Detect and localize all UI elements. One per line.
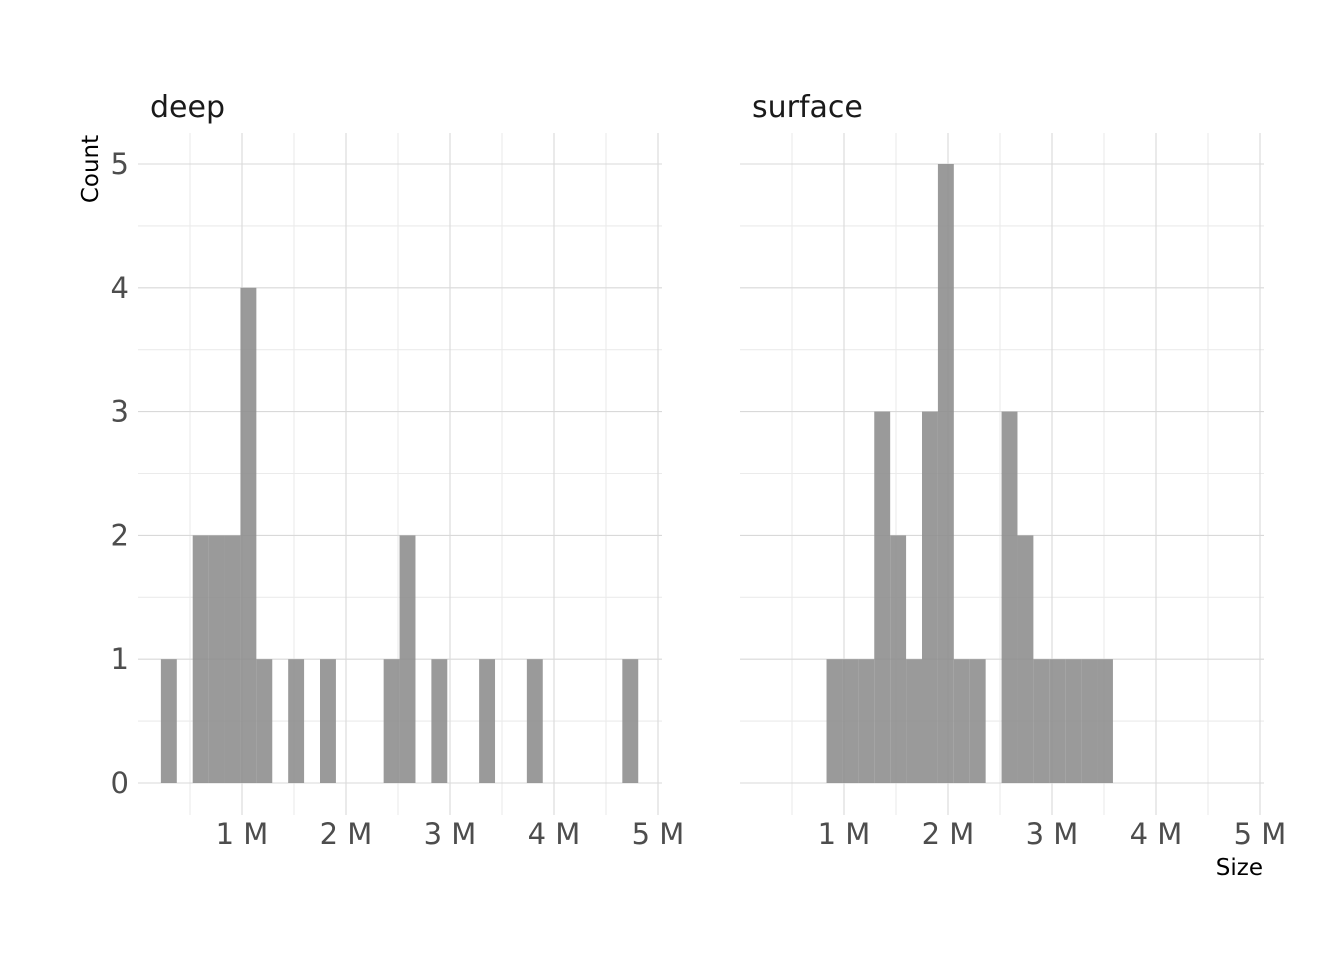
histogram-bar [922,411,938,783]
histogram-bar [1081,659,1098,783]
x-tick-label: 3 M [1026,817,1079,851]
facet-title: surface [752,90,863,125]
y-axis-title: Count [78,135,104,203]
panel-deep: deep 1 M 2 M 3 M 4 M 5 M 0 1 2 3 4 5 [111,90,685,851]
histogram-bar [826,659,843,783]
y-tick-label: 3 [111,395,129,429]
histogram-bar [953,659,970,783]
x-tick-label: 4 M [1130,817,1183,851]
histogram-bar [320,659,336,783]
histogram-bar [1017,535,1034,783]
histogram-bar [526,659,543,783]
y-tick-label: 5 [111,147,129,181]
histogram-bar [208,535,225,783]
histogram-bar [1097,659,1113,783]
histogram-bar [1001,411,1018,783]
histogram-bar [240,287,257,783]
histogram-bar [224,535,241,783]
histogram-bar [479,659,496,783]
histogram-bar [431,659,448,783]
panel-surface: surface 1 M 2 M 3 M 4 M 5 M [740,90,1286,851]
histogram-bar [937,164,954,783]
histogram-bar [192,535,209,783]
x-tick-label: 2 M [922,817,975,851]
x-axis-title: Size [1216,855,1263,881]
x-tick-label: 3 M [424,817,477,851]
histogram-bar [288,659,305,783]
histogram-bar [399,535,416,783]
x-tick-label: 4 M [528,817,581,851]
histogram-bar [256,659,273,783]
histogram-bar [1065,659,1082,783]
x-tick-label: 2 M [320,817,373,851]
y-tick-label: 2 [111,518,129,552]
facet-title: deep [150,90,225,125]
histogram-bar [1049,659,1066,783]
x-tick-label: 1 M [216,817,269,851]
histogram-bar [969,659,986,783]
y-tick-label: 4 [111,271,129,305]
histogram-bar [1033,659,1050,783]
y-tick-label: 1 [111,642,129,676]
histogram-bar [842,659,859,783]
x-tick-label: 5 M [1234,817,1287,851]
x-tick-label: 5 M [632,817,685,851]
histogram-bar [874,411,891,783]
y-tick-label: 0 [111,766,129,800]
histogram-bar [890,535,907,783]
x-tick-label: 1 M [818,817,871,851]
histogram-bar [858,659,875,783]
histogram-bar [906,659,922,783]
histogram-bar [622,659,639,783]
histogram-bar [383,659,400,783]
histogram-bar [160,659,177,783]
